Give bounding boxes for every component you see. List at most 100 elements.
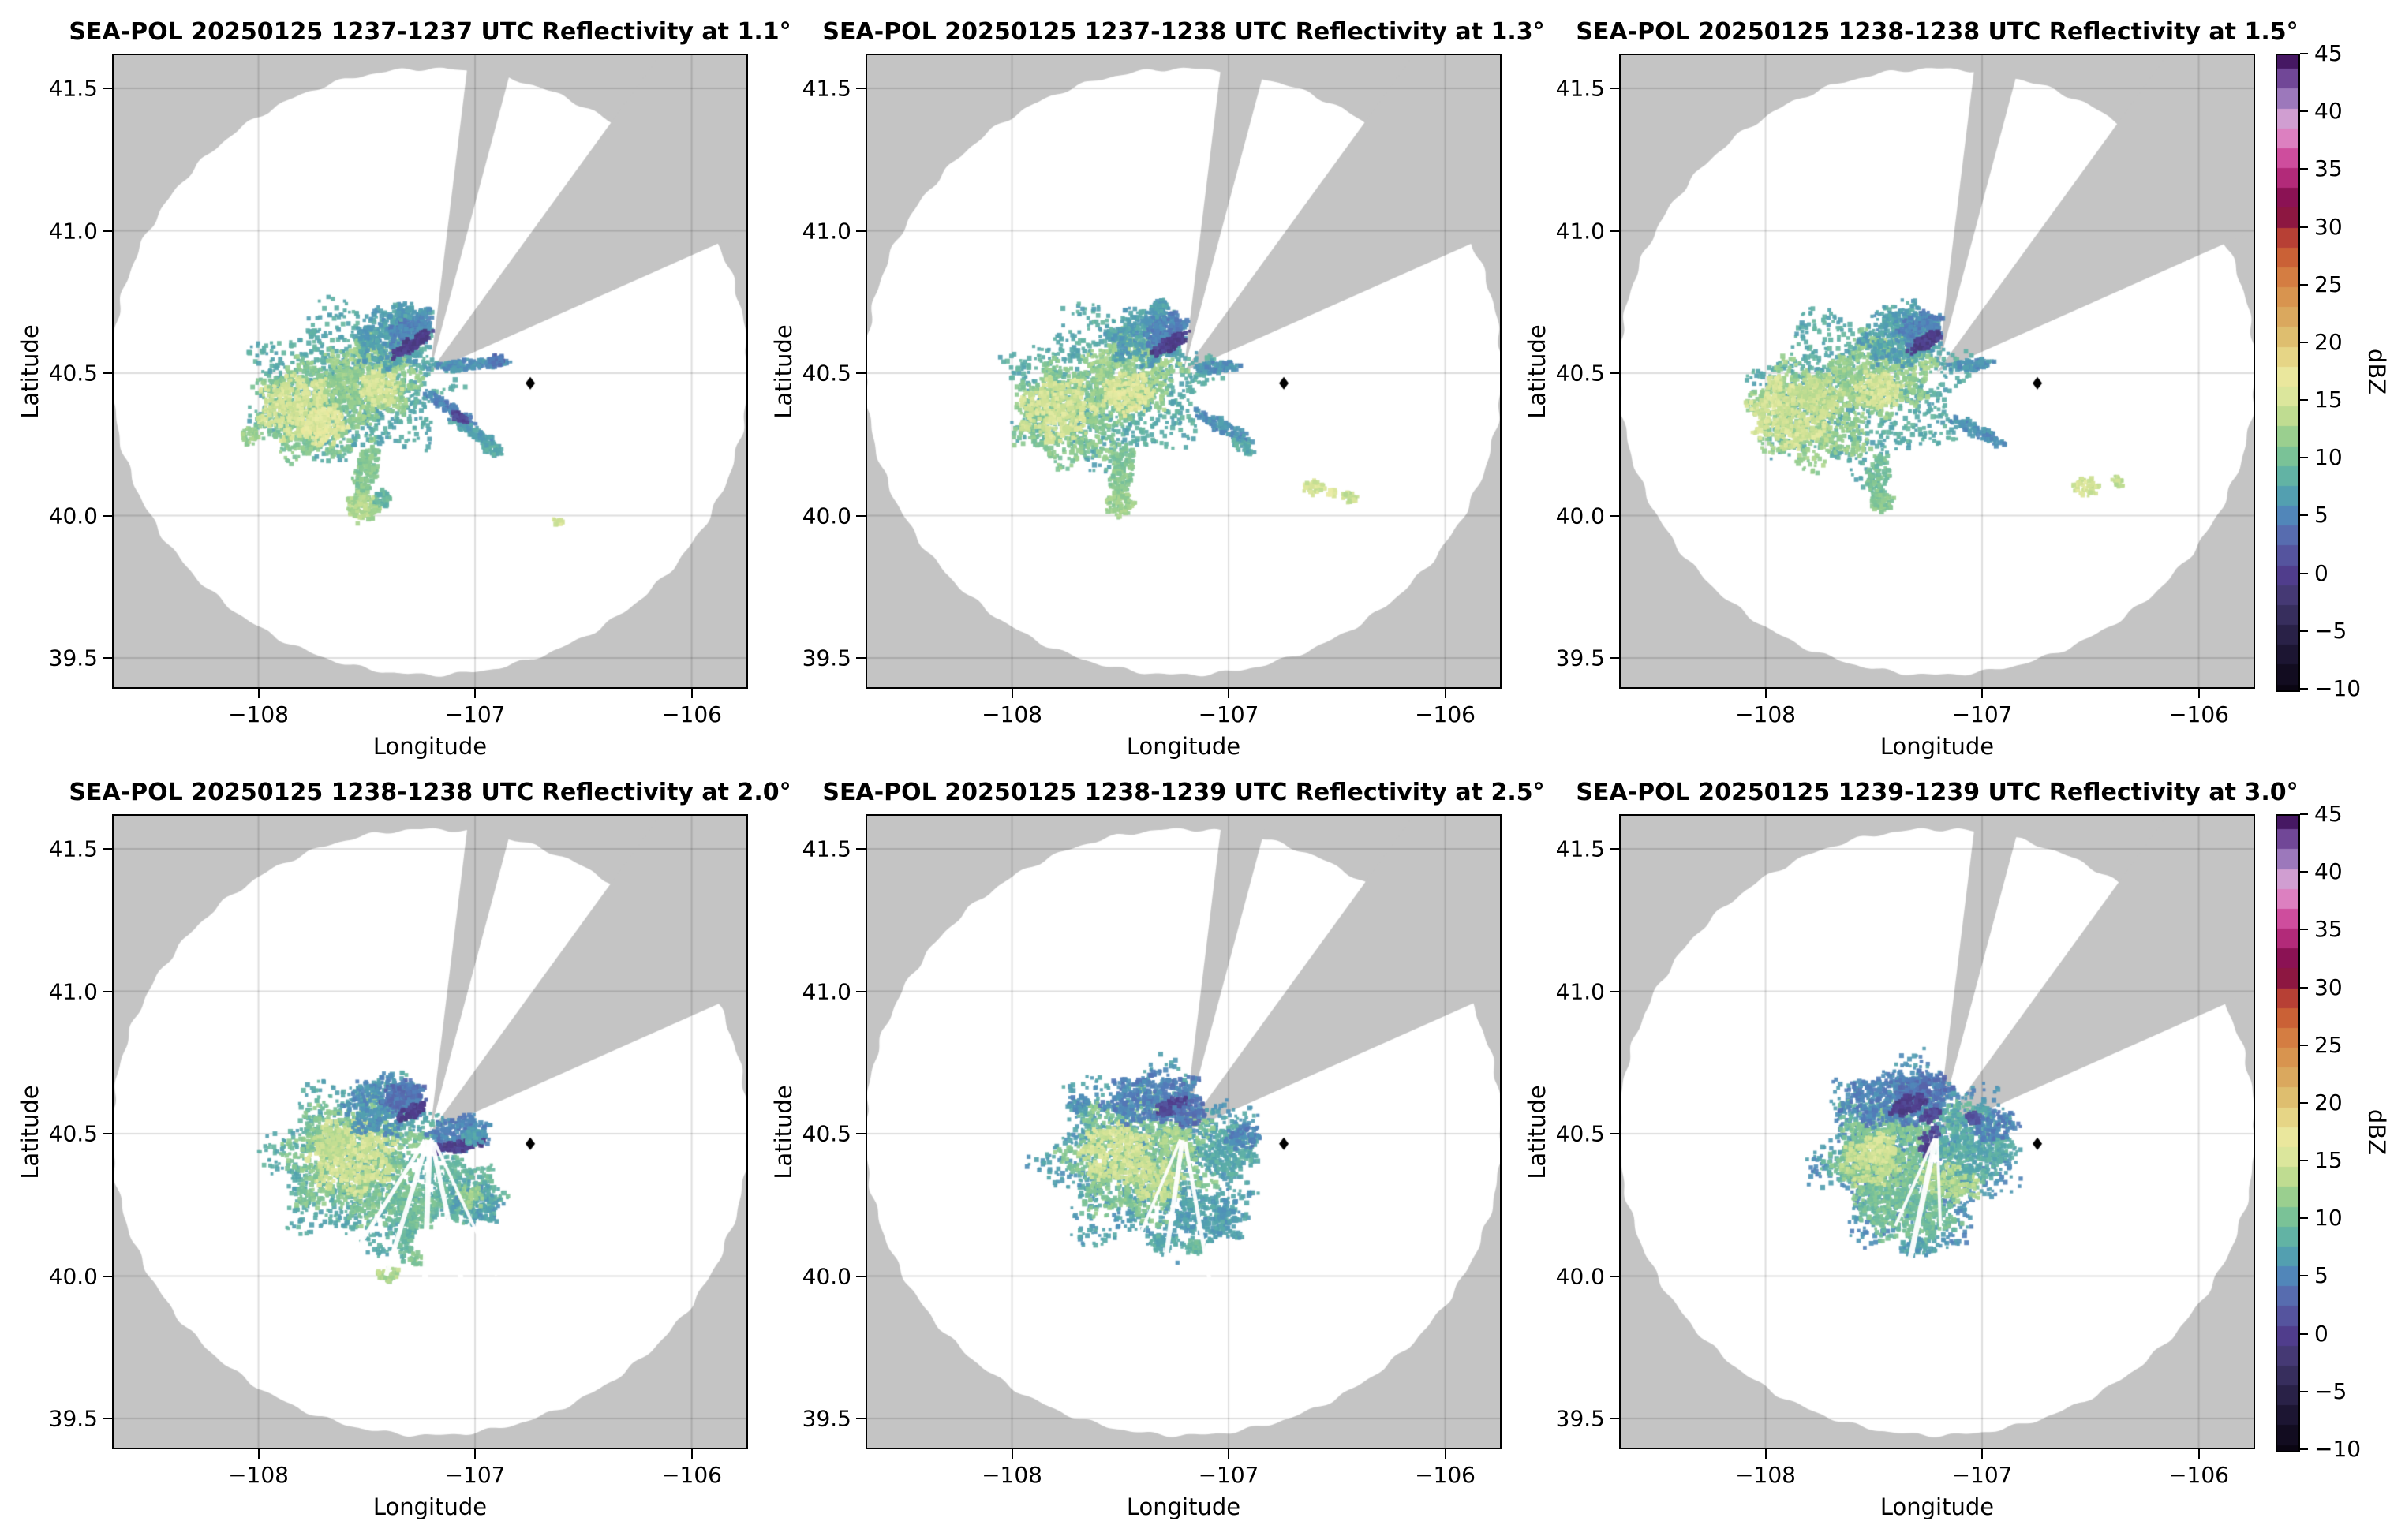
colorbar-tick-label: 40 bbox=[2314, 98, 2343, 125]
colorbar-tick-mark bbox=[2300, 1044, 2308, 1046]
x-axis-label: Longitude bbox=[1126, 733, 1241, 760]
colorbar-tick-mark bbox=[2300, 688, 2308, 690]
y-tick-mark bbox=[1610, 1418, 1619, 1420]
colorbar-tick-label: 45 bbox=[2314, 801, 2343, 827]
radar-ppi-canvas bbox=[866, 814, 1502, 1449]
y-tick-mark bbox=[856, 514, 866, 517]
panel-title: SEA-POL 20250125 1237-1238 UTC Reflectiv… bbox=[822, 18, 1545, 46]
x-tick-label: −107 bbox=[444, 701, 506, 727]
x-tick-label: −108 bbox=[228, 701, 289, 727]
y-axis-label: Latitude bbox=[1524, 1085, 1550, 1179]
radar-ppi-canvas bbox=[1619, 54, 2255, 689]
y-tick-label: 39.5 bbox=[48, 1405, 98, 1432]
colorbar-tick-label: 20 bbox=[2314, 1089, 2343, 1116]
y-tick-label: 40.5 bbox=[48, 360, 98, 387]
y-tick-label: 40.0 bbox=[1555, 1263, 1605, 1290]
y-tick-mark bbox=[103, 88, 112, 90]
colorbar-axis-label: dBZ bbox=[2363, 348, 2390, 395]
colorbar-tick-label: 15 bbox=[2314, 387, 2343, 413]
x-tick-mark bbox=[1444, 1449, 1446, 1459]
y-tick-label: 40.5 bbox=[802, 360, 851, 387]
panel-reflectivity-2.5deg: SEA-POL 20250125 1238-1239 UTC Reflectiv… bbox=[822, 779, 1545, 1449]
y-tick-label: 40.0 bbox=[1555, 503, 1605, 529]
x-tick-label: −108 bbox=[982, 701, 1042, 727]
x-tick-label: −107 bbox=[444, 1462, 506, 1488]
colorbar-tick-mark bbox=[2300, 1333, 2308, 1335]
y-tick-mark bbox=[1610, 990, 1619, 992]
colorbar-tick-mark bbox=[2300, 1390, 2308, 1392]
x-tick-mark bbox=[2197, 689, 2200, 698]
y-tick-label: 39.5 bbox=[1555, 645, 1605, 671]
x-tick-mark bbox=[474, 1449, 477, 1459]
y-tick-label: 41.0 bbox=[48, 978, 98, 1005]
y-tick-label: 40.0 bbox=[802, 1263, 851, 1290]
x-tick-mark bbox=[690, 1449, 693, 1459]
x-tick-mark bbox=[1011, 1449, 1013, 1459]
x-tick-label: −108 bbox=[1735, 1462, 1796, 1488]
y-tick-mark bbox=[1610, 1275, 1619, 1277]
panel-title: SEA-POL 20250125 1238-1238 UTC Reflectiv… bbox=[69, 779, 791, 806]
y-tick-mark bbox=[103, 657, 112, 660]
colorbar-tick-label: 35 bbox=[2314, 916, 2343, 943]
y-tick-mark bbox=[856, 372, 866, 375]
colorbar-tick-label: 45 bbox=[2314, 40, 2343, 66]
colorbar-tick-mark bbox=[2300, 53, 2308, 54]
y-tick-mark bbox=[856, 848, 866, 850]
colorbar-tick-mark bbox=[2300, 226, 2308, 228]
colorbar-tick-label: 10 bbox=[2314, 1205, 2343, 1232]
y-tick-mark bbox=[103, 514, 112, 517]
y-tick-mark bbox=[856, 1275, 866, 1277]
x-tick-mark bbox=[1764, 689, 1767, 698]
y-tick-mark bbox=[1610, 230, 1619, 232]
colorbar-tick-label: 10 bbox=[2314, 444, 2343, 471]
colorbar-tick-label: 20 bbox=[2314, 328, 2343, 355]
colorbar-tick-mark bbox=[2300, 630, 2308, 632]
colorbar-tick-label: 35 bbox=[2314, 155, 2343, 182]
colorbar-tick-mark bbox=[2300, 986, 2308, 989]
colorbar-tick-label: −5 bbox=[2314, 1377, 2347, 1404]
y-tick-mark bbox=[856, 657, 866, 660]
y-tick-mark bbox=[1610, 1133, 1619, 1135]
panel-reflectivity-1.1deg: SEA-POL 20250125 1237-1237 UTC Reflectiv… bbox=[69, 18, 791, 689]
y-axis-label: Latitude bbox=[17, 324, 43, 419]
colorbar-tick-label: −10 bbox=[2314, 1436, 2362, 1462]
x-tick-mark bbox=[2197, 1449, 2200, 1459]
panel-reflectivity-1.5deg: SEA-POL 20250125 1238-1238 UTC Reflectiv… bbox=[1576, 18, 2298, 689]
x-tick-mark bbox=[1228, 1449, 1230, 1459]
x-axis-label: Longitude bbox=[372, 733, 488, 760]
colorbar-gradient bbox=[2277, 55, 2298, 690]
y-tick-label: 41.0 bbox=[802, 978, 851, 1005]
y-tick-label: 41.5 bbox=[1555, 75, 1605, 102]
colorbar-tick-mark bbox=[2300, 572, 2308, 574]
colorbar-tick-label: −5 bbox=[2314, 617, 2347, 644]
x-tick-mark bbox=[1981, 1449, 1984, 1459]
x-tick-label: −106 bbox=[661, 701, 722, 727]
y-tick-label: 41.5 bbox=[48, 835, 98, 862]
radar-ppi-canvas bbox=[112, 54, 748, 689]
panel-title: SEA-POL 20250125 1239-1239 UTC Reflectiv… bbox=[1576, 779, 2298, 806]
y-tick-mark bbox=[1610, 657, 1619, 660]
x-tick-label: −107 bbox=[1951, 1462, 2013, 1488]
x-tick-mark bbox=[1764, 1449, 1767, 1459]
x-tick-mark bbox=[1981, 689, 1984, 698]
x-tick-label: −108 bbox=[982, 1462, 1042, 1488]
colorbar-tick-mark bbox=[2300, 1160, 2308, 1162]
x-tick-mark bbox=[1444, 689, 1446, 698]
x-tick-label: −108 bbox=[1735, 701, 1796, 727]
y-tick-label: 40.5 bbox=[1555, 1120, 1605, 1147]
radar-ppi-canvas bbox=[112, 814, 748, 1449]
radar-ppi-canvas bbox=[866, 54, 1502, 689]
colorbar-tick-mark bbox=[2300, 1275, 2308, 1277]
colorbar-tick-label: −10 bbox=[2314, 675, 2362, 701]
colorbar-tick-label: 25 bbox=[2314, 271, 2343, 297]
colorbar-tick-mark bbox=[2300, 110, 2308, 113]
y-tick-label: 39.5 bbox=[1555, 1405, 1605, 1432]
y-tick-mark bbox=[1610, 514, 1619, 517]
y-tick-mark bbox=[103, 372, 112, 375]
y-tick-label: 40.5 bbox=[1555, 360, 1605, 387]
y-tick-label: 41.5 bbox=[802, 75, 851, 102]
colorbar-tick-mark bbox=[2300, 1217, 2308, 1220]
y-tick-label: 39.5 bbox=[802, 645, 851, 671]
y-tick-label: 40.0 bbox=[48, 1263, 98, 1290]
y-tick-mark bbox=[856, 230, 866, 232]
